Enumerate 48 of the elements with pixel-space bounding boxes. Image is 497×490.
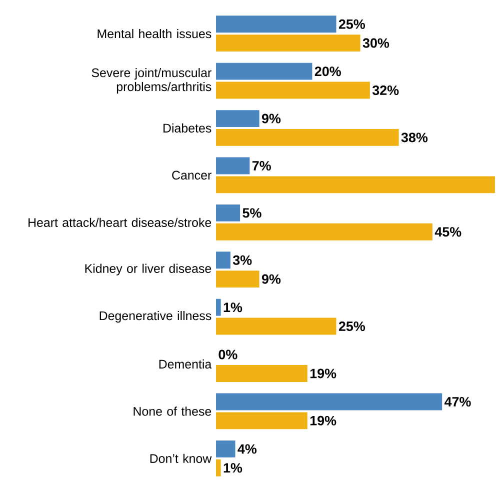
data-label: 1% bbox=[224, 302, 242, 312]
data-label: 25% bbox=[338, 19, 366, 29]
bar bbox=[216, 128, 399, 146]
data-label: 47% bbox=[444, 397, 471, 406]
bar bbox=[216, 176, 496, 194]
y-tick-label: Don’t know bbox=[150, 454, 212, 463]
y-tick-label: Degenerative illness bbox=[100, 310, 212, 323]
bar bbox=[216, 223, 432, 240]
bar bbox=[216, 34, 360, 52]
bar bbox=[216, 270, 260, 288]
data-label: 19% bbox=[310, 416, 336, 426]
bar bbox=[216, 157, 250, 174]
bar bbox=[216, 412, 308, 430]
bar bbox=[216, 318, 336, 335]
data-label: 1% bbox=[224, 463, 242, 473]
data-label: 30% bbox=[362, 38, 390, 48]
bar bbox=[216, 393, 442, 410]
bar bbox=[216, 62, 312, 80]
data-label: 4% bbox=[238, 444, 257, 454]
bar bbox=[216, 459, 221, 476]
data-label: 20% bbox=[314, 66, 341, 76]
data-label: 25% bbox=[338, 322, 366, 332]
y-tick-label: Severe joint/muscular problems/arthritis bbox=[92, 68, 212, 94]
bar bbox=[216, 365, 308, 382]
bar bbox=[216, 82, 370, 99]
bar bbox=[216, 440, 236, 458]
data-label: 5% bbox=[242, 208, 262, 218]
y-tick-label: None of these bbox=[134, 406, 212, 416]
bar bbox=[216, 298, 221, 316]
bar bbox=[216, 110, 260, 128]
y-tick-label: Heart attack/heart disease/stroke bbox=[28, 218, 212, 227]
data-label: 0% bbox=[218, 350, 238, 360]
data-label: 45% bbox=[434, 227, 462, 237]
bar bbox=[216, 252, 230, 269]
y-tick-label: Diabetes bbox=[164, 123, 212, 133]
data-label: 3% bbox=[232, 255, 252, 265]
data-label: 7% bbox=[252, 161, 271, 170]
data-label: 19% bbox=[310, 368, 336, 378]
y-tick-label: Cancer bbox=[172, 170, 212, 180]
data-label: 32% bbox=[372, 85, 399, 96]
bar bbox=[216, 16, 336, 33]
y-tick-label: Mental health issues bbox=[98, 29, 212, 38]
y-tick-label: Dementia bbox=[159, 359, 212, 369]
data-label: 9% bbox=[262, 274, 281, 284]
data-label: 38% bbox=[401, 132, 428, 142]
data-label: 9% bbox=[262, 114, 281, 124]
y-tick-label: Kidney or liver disease bbox=[85, 264, 212, 276]
bar bbox=[216, 204, 240, 222]
